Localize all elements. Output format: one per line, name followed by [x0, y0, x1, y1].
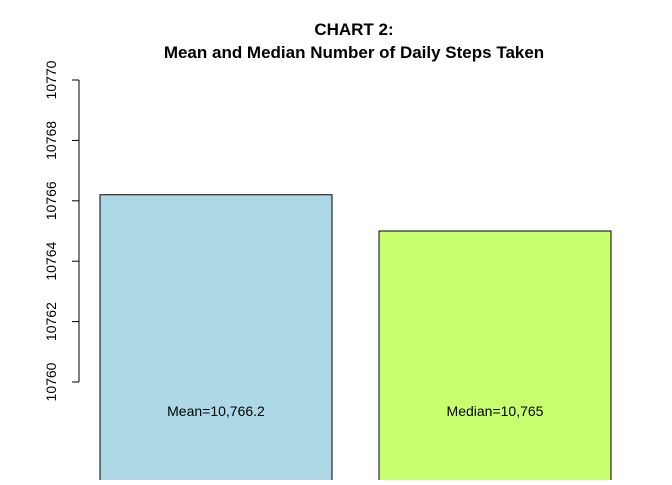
bar-mean — [99, 194, 333, 483]
y-axis: 10760 10762 10764 10766 10768 10770 — [43, 60, 80, 401]
bar-label-median: Median=10,765 — [447, 403, 544, 419]
bar-labels: Mean=10,766.2 Median=10,765 — [167, 403, 544, 419]
y-tick-label: 10768 — [43, 121, 59, 160]
bar-median — [378, 230, 612, 483]
bars — [99, 194, 612, 483]
bar-label-mean: Mean=10,766.2 — [167, 403, 265, 419]
y-tick-label: 10770 — [43, 60, 59, 99]
y-tick-label: 10764 — [43, 242, 59, 281]
y-tick-label: 10760 — [43, 362, 59, 401]
y-tick-label: 10762 — [43, 302, 59, 341]
chart-subtitle: Mean and Median Number of Daily Steps Ta… — [164, 43, 544, 62]
chart-title: CHART 2: — [314, 20, 393, 39]
y-tick-label: 10766 — [43, 181, 59, 220]
